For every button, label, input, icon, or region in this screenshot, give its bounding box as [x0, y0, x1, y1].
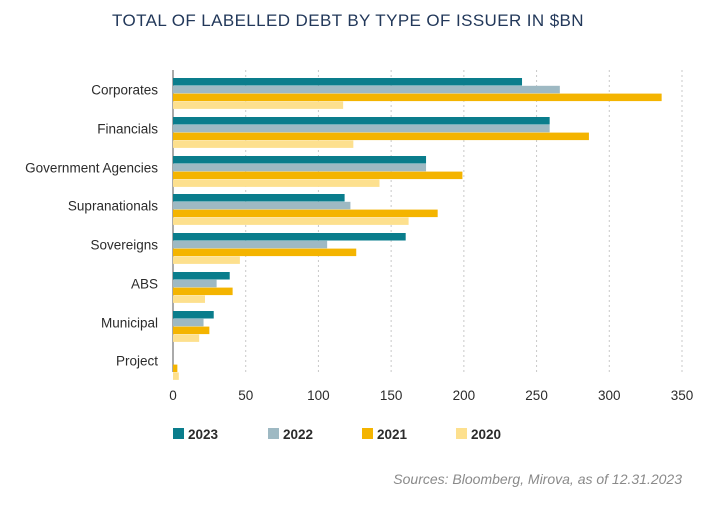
- category-label: Sovereigns: [90, 238, 158, 253]
- category-label: Supranationals: [68, 199, 158, 214]
- bar-2020-corporates: [173, 101, 344, 109]
- category-label: Municipal: [101, 316, 158, 331]
- bar-2022-sovereigns: [173, 240, 328, 249]
- x-tick-label: 350: [671, 388, 694, 403]
- bar-2021-sovereigns: [173, 248, 357, 257]
- legend-swatch: [173, 428, 184, 439]
- x-tick-label: 250: [525, 388, 548, 403]
- x-tick-label: 200: [453, 388, 476, 403]
- category-label: Project: [116, 354, 158, 369]
- chart-title: TOTAL OF LABELLED DEBT BY TYPE OF ISSUER…: [112, 11, 584, 30]
- bar-2021-municipal: [173, 326, 210, 335]
- bar-2022-government-agencies: [173, 163, 427, 172]
- x-tick-label: 0: [169, 388, 177, 403]
- bar-2020-government-agencies: [173, 179, 380, 187]
- bar-2021-corporates: [173, 93, 662, 102]
- legend-item-2020: 2020: [456, 427, 501, 442]
- bar-2021-supranationals: [173, 209, 438, 218]
- bar-2021-financials: [173, 132, 589, 141]
- legend-swatch: [362, 428, 373, 439]
- bar-2023-corporates: [173, 78, 523, 86]
- bar-2020-project: [173, 372, 179, 380]
- bar-2021-project: [173, 364, 178, 373]
- bar-2020-financials: [173, 140, 354, 148]
- bar-2023-municipal: [173, 311, 214, 319]
- legend-item-2022: 2022: [268, 427, 313, 442]
- legend: 2023 2022 2021 2020: [173, 427, 501, 442]
- bar-2021-abs: [173, 287, 233, 296]
- bar-2023-government-agencies: [173, 156, 427, 164]
- legend-swatch: [456, 428, 467, 439]
- bar-2022-financials: [173, 124, 550, 133]
- legend-item-2023: 2023: [173, 427, 219, 442]
- bar-2023-financials: [173, 117, 550, 125]
- legend-label: 2023: [188, 427, 219, 442]
- bar-2020-sovereigns: [173, 256, 240, 264]
- bar-2023-supranationals: [173, 194, 345, 202]
- x-tick-label: 150: [380, 388, 403, 403]
- legend-label: 2020: [471, 427, 501, 442]
- bar-2022-corporates: [173, 85, 560, 94]
- bar-2020-abs: [173, 295, 205, 303]
- bar-2023-abs: [173, 272, 230, 280]
- bar-2022-municipal: [173, 318, 204, 327]
- bar-2021-government-agencies: [173, 171, 463, 180]
- category-label: Financials: [97, 122, 158, 137]
- bar-2020-municipal: [173, 334, 200, 342]
- bars: [173, 78, 662, 380]
- category-label: Corporates: [91, 83, 158, 98]
- legend-label: 2021: [377, 427, 408, 442]
- bar-2022-abs: [173, 279, 217, 288]
- legend-swatch: [268, 428, 279, 439]
- category-labels: Corporates Financials Government Agencies S…: [25, 83, 158, 369]
- category-label: Government Agencies: [25, 161, 158, 176]
- legend-label: 2022: [283, 427, 313, 442]
- bar-2023-sovereigns: [173, 233, 406, 241]
- legend-item-2021: 2021: [362, 427, 408, 442]
- source-note: Sources: Bloomberg, Mirova, as of 12.31.…: [393, 471, 682, 487]
- bar-2022-supranationals: [173, 201, 351, 210]
- x-tick-label: 300: [598, 388, 621, 403]
- x-tick-labels: 0 50 100 150 200 250 300 350: [169, 388, 693, 403]
- x-tick-label: 50: [238, 388, 253, 403]
- category-label: ABS: [131, 277, 158, 292]
- x-tick-label: 100: [307, 388, 330, 403]
- bar-2020-supranationals: [173, 217, 409, 225]
